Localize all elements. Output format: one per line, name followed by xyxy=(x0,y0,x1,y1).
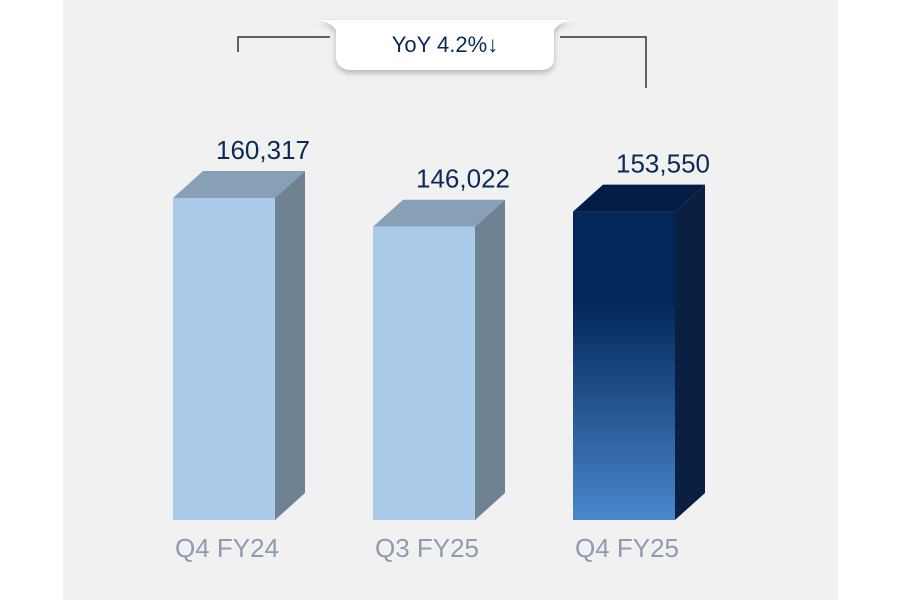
bar-top xyxy=(373,199,505,227)
bar xyxy=(373,226,475,521)
bar-side xyxy=(675,184,705,520)
value-label: 153,550 xyxy=(616,149,710,179)
bars xyxy=(173,171,705,521)
callout xyxy=(312,20,578,70)
bar-side xyxy=(475,199,505,521)
bar xyxy=(173,198,275,520)
bracket-left xyxy=(237,36,330,52)
x-tick-label: Q4 FY25 xyxy=(575,533,679,563)
x-tick-label: Q4 FY24 xyxy=(175,533,279,563)
bracket-right xyxy=(560,36,647,88)
bar-side xyxy=(275,171,305,520)
value-label: 160,317 xyxy=(216,135,310,165)
bar-top xyxy=(173,171,305,198)
bar xyxy=(573,211,675,520)
x-tick-label: Q3 FY25 xyxy=(375,533,479,563)
value-label: 146,022 xyxy=(416,164,510,194)
bar-top xyxy=(573,184,705,212)
annotation: YoY 4.2%↓ xyxy=(392,32,498,57)
